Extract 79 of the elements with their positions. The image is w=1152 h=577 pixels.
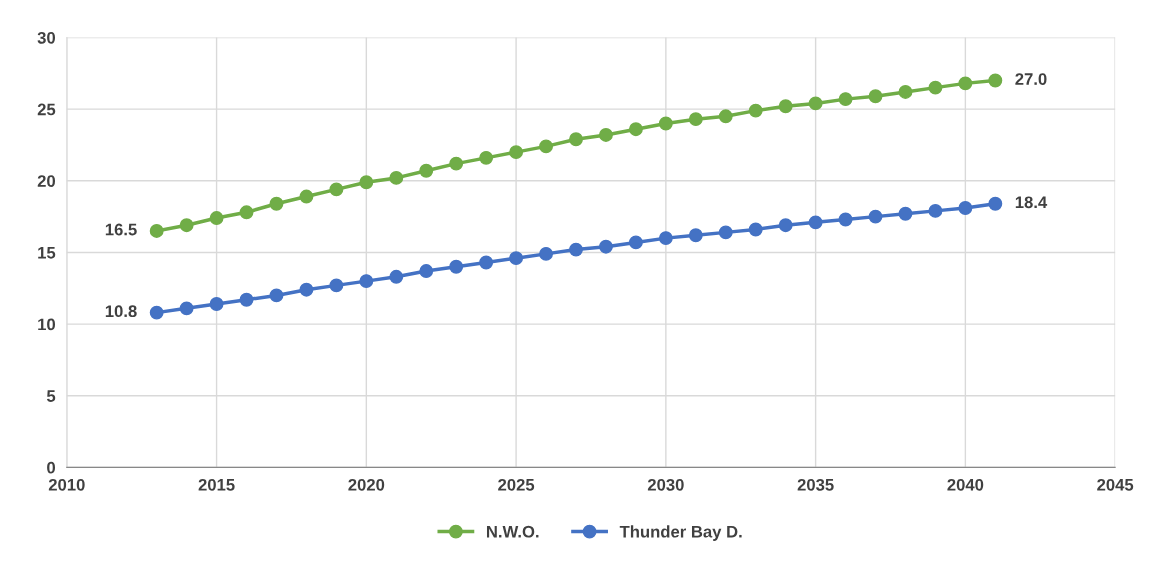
point	[509, 251, 524, 266]
point	[449, 156, 464, 171]
point	[329, 278, 344, 293]
point	[928, 80, 943, 95]
x-tick-label: 2010	[48, 478, 85, 491]
y-tick-label: 30	[37, 31, 56, 44]
point	[179, 301, 194, 316]
point	[389, 269, 404, 284]
point	[898, 85, 913, 99]
legend-label: Thunder Bay D.	[619, 525, 742, 541]
point	[389, 170, 404, 185]
point	[688, 112, 703, 127]
point	[239, 205, 254, 220]
point	[329, 182, 344, 197]
point	[808, 215, 823, 230]
point	[928, 203, 943, 218]
point	[748, 103, 763, 118]
point	[479, 150, 494, 165]
point	[808, 96, 823, 111]
point	[868, 89, 883, 104]
point	[838, 92, 853, 107]
point	[778, 218, 793, 233]
y-tick-label: 20	[37, 175, 56, 187]
point	[958, 201, 973, 215]
point	[898, 206, 913, 221]
y-tick-label: 5	[46, 390, 56, 402]
x-tick-label: 2025	[498, 478, 535, 491]
point	[509, 145, 524, 160]
point	[479, 255, 494, 270]
point	[569, 242, 583, 257]
point	[988, 196, 1003, 211]
y-tick-label: 15	[38, 247, 56, 259]
point	[539, 139, 553, 154]
data-label: 10.8	[105, 305, 137, 318]
point	[209, 297, 224, 311]
point	[359, 274, 374, 289]
point	[299, 189, 314, 204]
point	[419, 264, 434, 279]
point	[449, 259, 464, 274]
x-tick-label: 2045	[1097, 478, 1134, 491]
data-label: 18.4	[1015, 196, 1048, 209]
point	[628, 235, 643, 250]
point	[149, 223, 164, 238]
point	[838, 212, 853, 227]
point	[718, 225, 733, 240]
point	[539, 246, 553, 261]
data-label: 27.0	[1015, 73, 1047, 85]
point	[748, 222, 763, 237]
point	[419, 163, 434, 178]
x-tick-label: 2015	[198, 478, 235, 491]
point	[269, 288, 284, 303]
x-tick-label: 2030	[647, 478, 684, 491]
x-tick-label: 2040	[947, 478, 984, 491]
point	[209, 211, 224, 225]
point	[599, 239, 613, 254]
point	[239, 292, 254, 307]
point	[269, 196, 284, 211]
point	[868, 209, 883, 224]
data-label: 16.5	[105, 223, 137, 236]
x-tick-label: 2020	[348, 478, 385, 491]
y-tick-label: 10	[38, 318, 56, 331]
point	[658, 116, 673, 131]
legend-label: N.W.O.	[486, 525, 539, 538]
point	[658, 231, 673, 246]
point	[628, 122, 643, 137]
point	[179, 218, 194, 233]
point	[149, 305, 164, 320]
point	[359, 175, 374, 190]
point	[688, 228, 703, 243]
point	[718, 109, 733, 124]
point	[299, 282, 314, 297]
y-tick-label: 25	[37, 103, 56, 116]
point	[778, 99, 793, 114]
point	[599, 127, 613, 142]
point	[988, 73, 1003, 88]
point	[569, 132, 583, 147]
y-tick-label: 0	[47, 461, 56, 474]
x-tick-label: 2035	[797, 478, 834, 491]
point	[958, 76, 973, 91]
